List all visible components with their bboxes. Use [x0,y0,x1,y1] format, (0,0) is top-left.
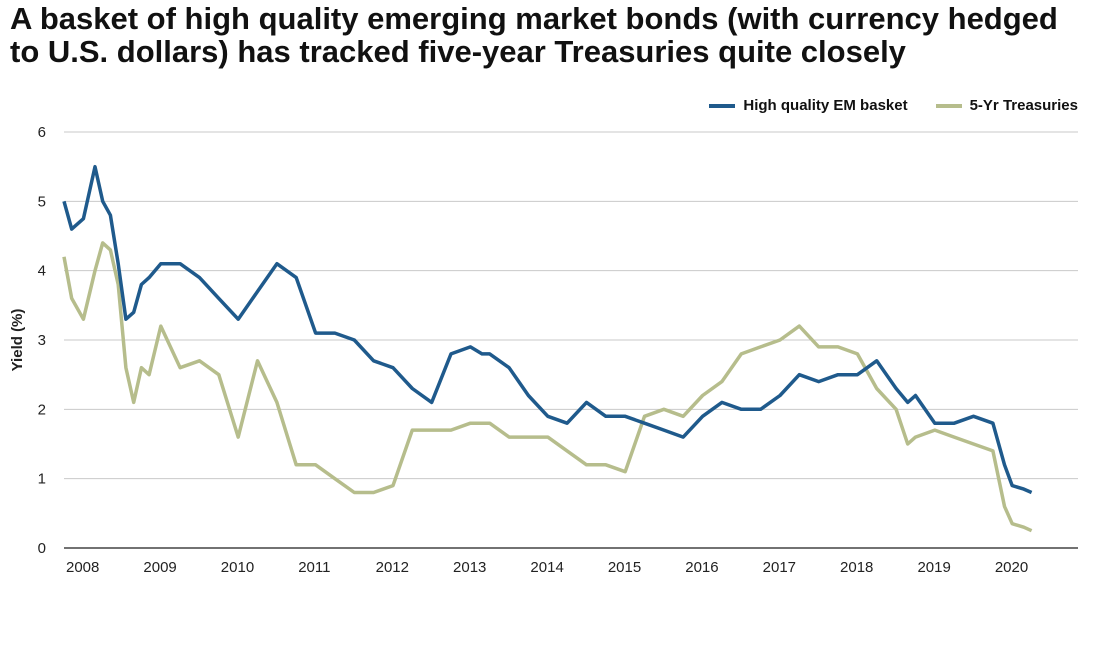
y-tick-label-1: 1 [38,471,46,488]
y-tick-label-4: 4 [38,263,46,280]
y-tick-label-2: 2 [38,401,46,418]
x-tick-label-7: 2015 [608,559,641,576]
series-line-1 [62,241,1033,533]
x-tick-label-9: 2017 [763,559,796,576]
series-line-0 [62,164,1033,495]
x-tick-label-12: 2020 [995,559,1028,576]
legend-label-treasuries: 5-Yr Treasuries [969,97,1078,114]
legend-swatch-treasuries [935,103,962,108]
legend-swatch-em-basket [709,103,736,108]
legend-item-treasuries: 5-Yr Treasuries [935,97,1078,114]
chart-title: A basket of high quality emerging market… [10,1,1058,69]
y-tick-label-6: 6 [38,124,46,141]
x-tick-label-6: 2014 [530,559,563,576]
x-tick-label-3: 2011 [298,559,330,576]
legend-label-em-basket: High quality EM basket [743,97,908,114]
y-tick-label-5: 5 [38,193,46,210]
x-tick-label-4: 2012 [376,559,409,576]
y-tick-label-0: 0 [38,540,46,557]
y-tick-label-3: 3 [38,332,46,349]
x-tick-label-5: 2013 [453,559,486,576]
x-tick-label-1: 2009 [143,559,176,576]
x-tick-label-11: 2019 [917,559,950,576]
chart-legend: High quality EM basket 5-Yr Treasuries [709,97,1078,114]
x-tick-label-0: 2008 [66,559,99,576]
x-tick-label-8: 2016 [685,559,718,576]
legend-item-em-basket: High quality EM basket [709,97,908,114]
y-axis-label: Yield (%) [9,309,26,372]
x-tick-label-2: 2010 [221,559,254,576]
x-tick-label-10: 2018 [840,559,873,576]
